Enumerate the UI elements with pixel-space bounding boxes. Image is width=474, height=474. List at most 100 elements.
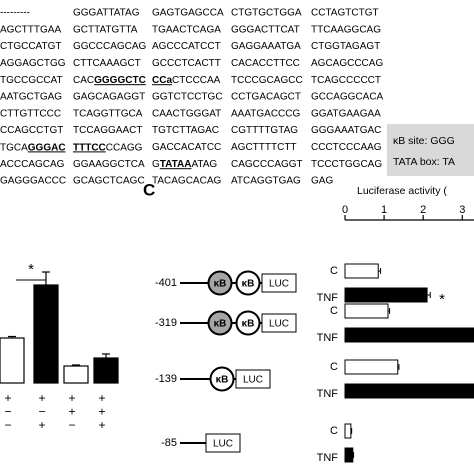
- bar: [33, 284, 59, 384]
- bar: [344, 447, 354, 463]
- sequence-group: ACCCAGCAG: [0, 159, 65, 170]
- sequence-group: AAATGACCCG: [231, 108, 300, 119]
- sequence-group: CCAGCCTGT: [0, 125, 63, 136]
- sequence-segment: TTTCC: [73, 142, 106, 153]
- sequence-group: GCCAGGCACA: [311, 92, 384, 103]
- sequence-group: CCTAGTCTGT: [311, 8, 379, 19]
- sequence-group: TCAGGTTGCA: [73, 108, 143, 119]
- sequence-group: CCCTCCCAAG: [311, 142, 382, 153]
- luc-box: [261, 273, 297, 293]
- sequence-group: TGTCTTAGAC: [152, 125, 219, 136]
- bar: [93, 357, 119, 384]
- sequence-group: TACAGCACAG: [152, 176, 221, 187]
- series-label: TNF: [317, 292, 339, 304]
- sequence-group: CGTTTTGTAG: [231, 125, 298, 136]
- annotation: *: [28, 261, 34, 278]
- condition-sign: +: [98, 405, 105, 419]
- element-label: κB: [242, 279, 255, 290]
- bar: [344, 423, 352, 439]
- element-label: LUC: [269, 319, 289, 330]
- bar: [344, 327, 474, 343]
- x-tick-label: 1: [381, 204, 387, 216]
- condition-sign: +: [38, 418, 45, 432]
- element-label: LUC: [243, 375, 263, 386]
- sequence-segment: GGGAC: [28, 142, 66, 153]
- construct-label: -85: [161, 437, 177, 449]
- sequence-group: TCCCGCAGCC: [231, 75, 303, 86]
- sequence-group: GGATGAAGAA: [311, 108, 381, 119]
- construct-label: -401: [155, 277, 177, 289]
- sequence-group: GCCCTCACTT: [152, 58, 221, 69]
- sequence-group: GAGGGACCC: [0, 176, 66, 187]
- sequence-segment: G: [152, 159, 160, 170]
- sequence-group: AGCCCATCCT: [152, 41, 221, 52]
- info-text: κB site: GGG: [393, 135, 455, 147]
- sequence-group: GTATAAATAG: [152, 159, 217, 170]
- x-tick-label: 0: [342, 204, 348, 216]
- bar: [344, 287, 428, 303]
- construct-label: -319: [155, 317, 177, 329]
- condition-sign: −: [4, 418, 11, 432]
- kb-site: [209, 366, 235, 392]
- element-label: κB: [216, 375, 229, 386]
- sequence-segment: GGGGCTC: [94, 75, 146, 86]
- condition-sign: +: [98, 391, 105, 405]
- x-tick-label: 2: [420, 204, 426, 216]
- sequence-segment: CCAGG: [106, 142, 143, 153]
- sequence-group: GGGATTATAG: [73, 8, 140, 19]
- sequence-group: CAACTGGGAT: [152, 108, 221, 119]
- sequence-group: CTGGTAGAGT: [311, 41, 380, 52]
- sequence-group: GAGCAGAGGT: [73, 92, 145, 103]
- luc-box: [235, 369, 271, 389]
- condition-sign: +: [68, 391, 75, 405]
- bar: [344, 383, 474, 399]
- info-text: TATA box: TA: [393, 156, 455, 168]
- series-label: C: [330, 305, 338, 317]
- condition-sign: −: [4, 405, 11, 419]
- sequence-group: GCAGCTCAGC: [73, 176, 145, 187]
- sequence-segment: CTCCCAA: [172, 75, 221, 86]
- sequence-group: TTTCCCCAGG: [73, 142, 143, 153]
- sequence-group: GCTTATGTTA: [73, 24, 138, 35]
- sequence-group: TCCAGGAACT: [73, 125, 142, 136]
- sequence-group: ---------: [0, 8, 30, 19]
- sequence-group: TGCAGGGAC: [0, 142, 66, 153]
- sequence-group: AGCTTTGAA: [0, 24, 61, 35]
- sequence-group: AGCAGCCCAG: [311, 58, 383, 69]
- axis-title: Luciferase activity (: [357, 185, 447, 197]
- bar: [63, 365, 89, 384]
- sequence-group: ATCAGGTGAG: [231, 176, 301, 187]
- panel-label: C: [143, 180, 155, 199]
- luc-box: [205, 433, 241, 453]
- construct-label: -139: [155, 373, 177, 385]
- sequence-group: CTGCCATGT: [0, 41, 61, 52]
- sequence-group: GAGGAAATGA: [231, 41, 301, 52]
- condition-sign: +: [98, 418, 105, 432]
- sequence-group: CCaCTCCCAA: [152, 75, 221, 86]
- kb-site: [235, 310, 261, 336]
- luc-box: [261, 313, 297, 333]
- element-label: κB: [214, 279, 227, 290]
- sequence-group: GGGAAATGAC: [311, 125, 381, 136]
- bar: [344, 359, 399, 375]
- series-label: C: [330, 361, 338, 373]
- sequence-group: GAGTGAGCCA: [152, 8, 224, 19]
- bar: [344, 263, 379, 279]
- kb-site: [207, 270, 233, 296]
- element-label: LUC: [213, 439, 233, 450]
- condition-sign: +: [68, 405, 75, 419]
- series-label: TNF: [317, 452, 339, 464]
- sequence-group: GGCCCAGCAG: [73, 41, 147, 52]
- sequence-group: TGCCGCCAT: [0, 75, 63, 86]
- condition-sign: −: [38, 405, 45, 419]
- annotation: *: [439, 291, 445, 308]
- series-label: TNF: [317, 388, 339, 400]
- sequence-segment: TGCA: [0, 142, 28, 153]
- sequence-group: CTTGTTCCC: [0, 108, 61, 119]
- kb-site: [235, 270, 261, 296]
- sequence-group: AATGCTGAG: [0, 92, 62, 103]
- sequence-group: CACGGGGCTC: [73, 75, 146, 86]
- sequence-segment: TATAA: [160, 159, 192, 170]
- condition-sign: +: [4, 391, 11, 405]
